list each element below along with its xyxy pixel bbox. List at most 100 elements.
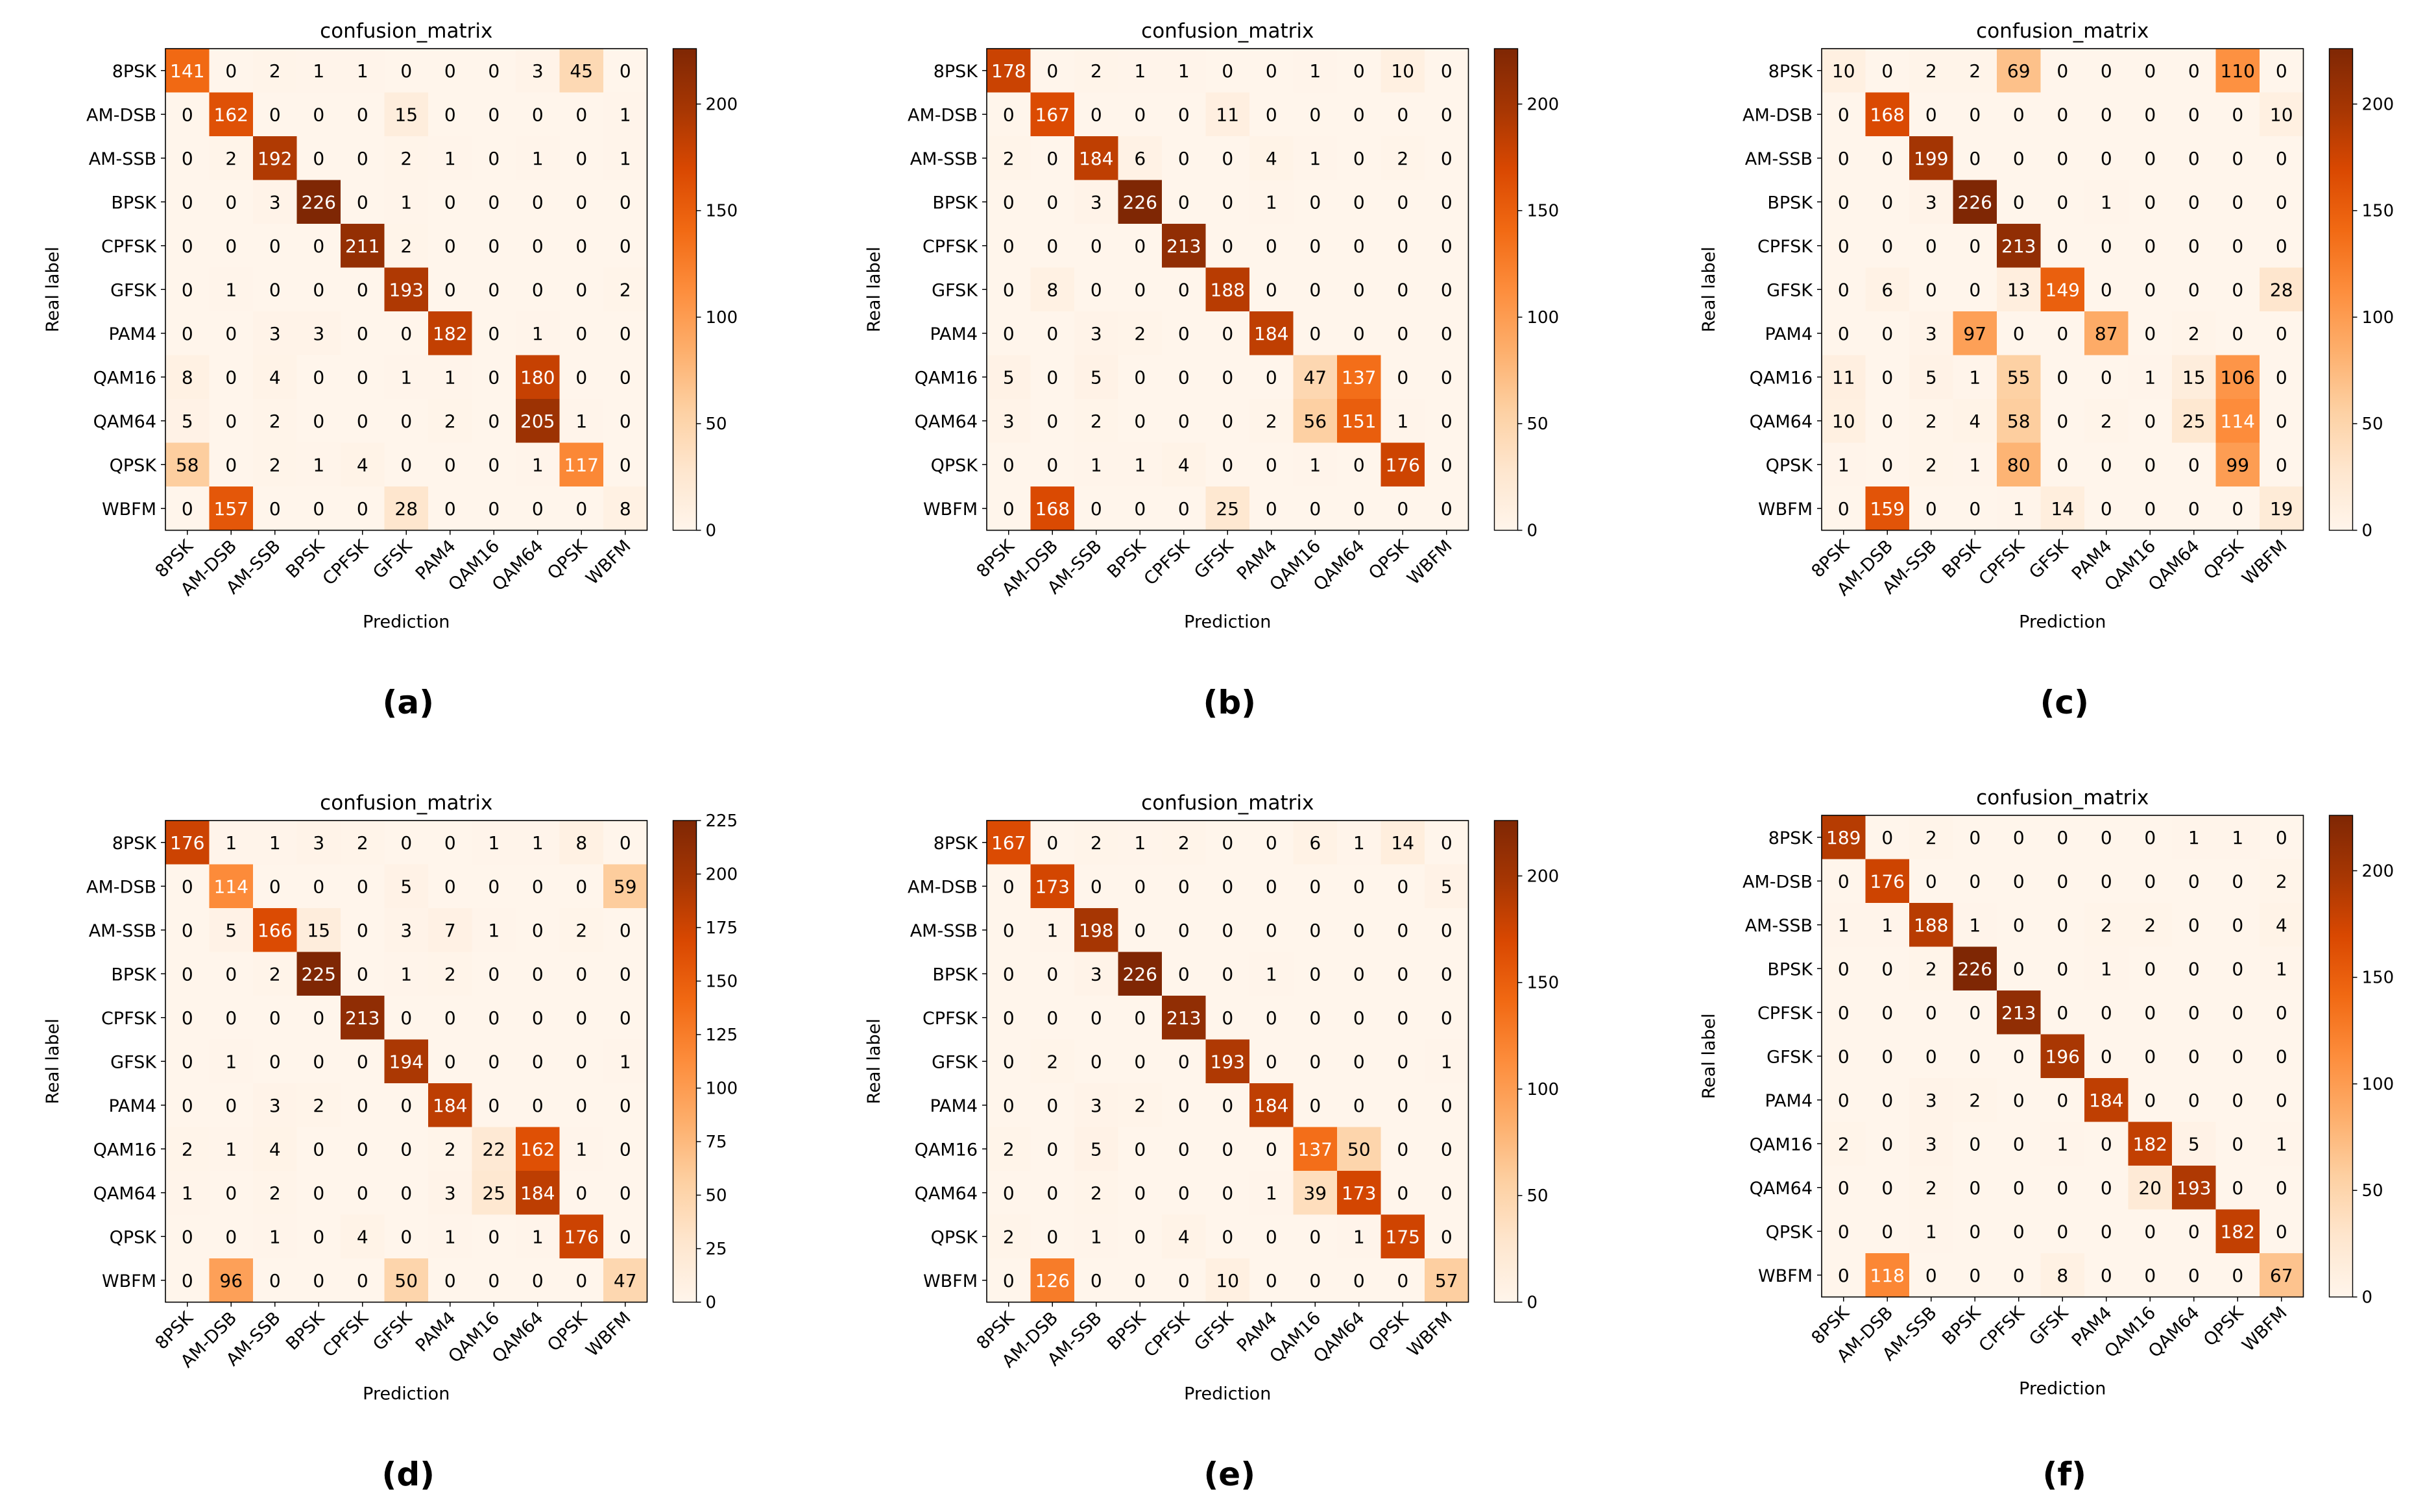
cell-value: 0 — [2101, 454, 2112, 475]
heatmap-cell — [603, 355, 648, 400]
cell-value: 1 — [620, 104, 631, 125]
heatmap-cell — [2260, 136, 2304, 181]
cell-value: 4 — [2276, 915, 2287, 936]
cell-value: 0 — [1881, 323, 1893, 344]
cell-value: 1 — [575, 411, 587, 432]
heatmap-cell — [1425, 267, 1469, 312]
cell-value: 59 — [614, 876, 637, 897]
cell-value: 3 — [444, 1182, 456, 1204]
heatmap-cell — [1074, 399, 1119, 444]
cell-value: 0 — [532, 876, 544, 897]
y-tick-label: WBFM — [923, 499, 978, 520]
cell-value: 0 — [2101, 1265, 2112, 1286]
cell-value: 0 — [2232, 323, 2243, 344]
chart-title: confusion_matrix — [1141, 19, 1314, 43]
cell-value: 1 — [1134, 60, 1146, 82]
cell-value: 0 — [2101, 1046, 2112, 1067]
heatmap-cell — [1953, 267, 1997, 312]
cell-value: 0 — [400, 1095, 412, 1116]
cell-value: 0 — [1441, 235, 1453, 257]
y-tick-label: QAM64 — [1750, 412, 1813, 432]
cell-value: 2 — [1003, 1138, 1015, 1160]
cell-value: 1 — [532, 454, 544, 475]
cell-value: 3 — [269, 191, 281, 213]
y-tick-label: QAM64 — [93, 1184, 156, 1204]
heatmap-cell — [1381, 355, 1425, 400]
cell-value: 4 — [1266, 148, 1277, 169]
heatmap-cell — [472, 224, 516, 269]
colorbar-tick-label: 100 — [2362, 1075, 2394, 1094]
heatmap-cell — [1381, 224, 1425, 269]
cell-value: 0 — [575, 963, 587, 985]
heatmap-cell — [1822, 136, 1866, 181]
cell-value: 0 — [620, 323, 631, 344]
heatmap-cell — [1425, 49, 1469, 93]
cell-value: 0 — [1266, 279, 1277, 300]
cell-value: 0 — [1441, 366, 1453, 388]
cell-value: 0 — [357, 1270, 368, 1291]
cell-value: 0 — [1309, 1226, 1321, 1247]
heatmap-cell — [2172, 49, 2217, 93]
heatmap-cell — [1074, 49, 1119, 93]
colorbar-tick-label: 100 — [2362, 308, 2394, 328]
cell-value: 4 — [269, 366, 281, 388]
cell-value: 0 — [182, 1226, 193, 1247]
y-tick-label: QPSK — [110, 455, 158, 475]
cell-value: 1 — [225, 1051, 237, 1072]
cell-value: 3 — [1091, 191, 1102, 213]
cell-value: 0 — [313, 1007, 324, 1029]
cell-value: 0 — [269, 1051, 281, 1072]
x-tick-label: WBFM — [582, 536, 634, 589]
heatmap-cell — [1953, 92, 1997, 137]
cell-value: 114 — [214, 876, 248, 897]
cell-value: 0 — [1969, 1221, 1981, 1242]
cell-value: 2 — [620, 279, 631, 300]
cell-value: 0 — [313, 104, 324, 125]
heatmap-cell — [384, 224, 429, 269]
heatmap-cell — [603, 92, 648, 137]
cell-value: 196 — [2045, 1046, 2080, 1067]
heatmap-cell — [2040, 180, 2085, 224]
heatmap-cell — [987, 92, 1031, 137]
heatmap-cell — [253, 399, 298, 444]
heatmap-cell — [2215, 92, 2260, 137]
cell-value: 2 — [1969, 1090, 1981, 1111]
heatmap-cell — [1381, 180, 1425, 224]
heatmap-cell — [2172, 267, 2217, 312]
heatmap-cell — [1162, 224, 1207, 269]
cell-value: 0 — [488, 104, 500, 125]
cell-value: 0 — [357, 1051, 368, 1072]
cell-value: 69 — [2007, 60, 2031, 82]
cell-value: 184 — [1254, 323, 1288, 344]
y-tick-label: AM-SSB — [1745, 149, 1813, 169]
x-tick-label: GFSK — [1190, 1308, 1238, 1355]
heatmap-cell — [1074, 92, 1119, 137]
cell-value: 3 — [1925, 1133, 1937, 1155]
cell-value: 2 — [2144, 915, 2156, 936]
cell-value: 0 — [1353, 148, 1365, 169]
cell-value: 0 — [1969, 104, 1981, 125]
cell-value: 0 — [2144, 1046, 2156, 1067]
heatmap-cell — [253, 92, 298, 137]
cell-value: 0 — [357, 411, 368, 432]
cell-value: 2 — [1925, 958, 1937, 979]
cell-value: 0 — [575, 191, 587, 213]
heatmap-cell — [1074, 442, 1119, 487]
cell-value: 0 — [2101, 498, 2112, 520]
heatmap-cell — [2172, 311, 2217, 356]
heatmap-cell — [341, 92, 385, 137]
x-axis-label: Prediction — [2019, 1379, 2106, 1399]
cell-value: 0 — [1353, 1270, 1365, 1291]
cell-value: 4 — [1969, 411, 1981, 432]
x-axis-label: Prediction — [363, 1384, 450, 1404]
cell-value: 182 — [2133, 1133, 2167, 1155]
heatmap-cell — [1118, 92, 1163, 137]
cell-value: 0 — [1881, 1221, 1893, 1242]
heatmap-cell — [603, 399, 648, 444]
y-tick-label: PAM4 — [930, 324, 978, 344]
heatmap-cell — [209, 224, 254, 269]
cell-value: 25 — [1216, 498, 1239, 520]
heatmap-cell — [1074, 267, 1119, 312]
heatmap-cell — [1293, 267, 1338, 312]
cell-value: 2 — [1925, 411, 1937, 432]
